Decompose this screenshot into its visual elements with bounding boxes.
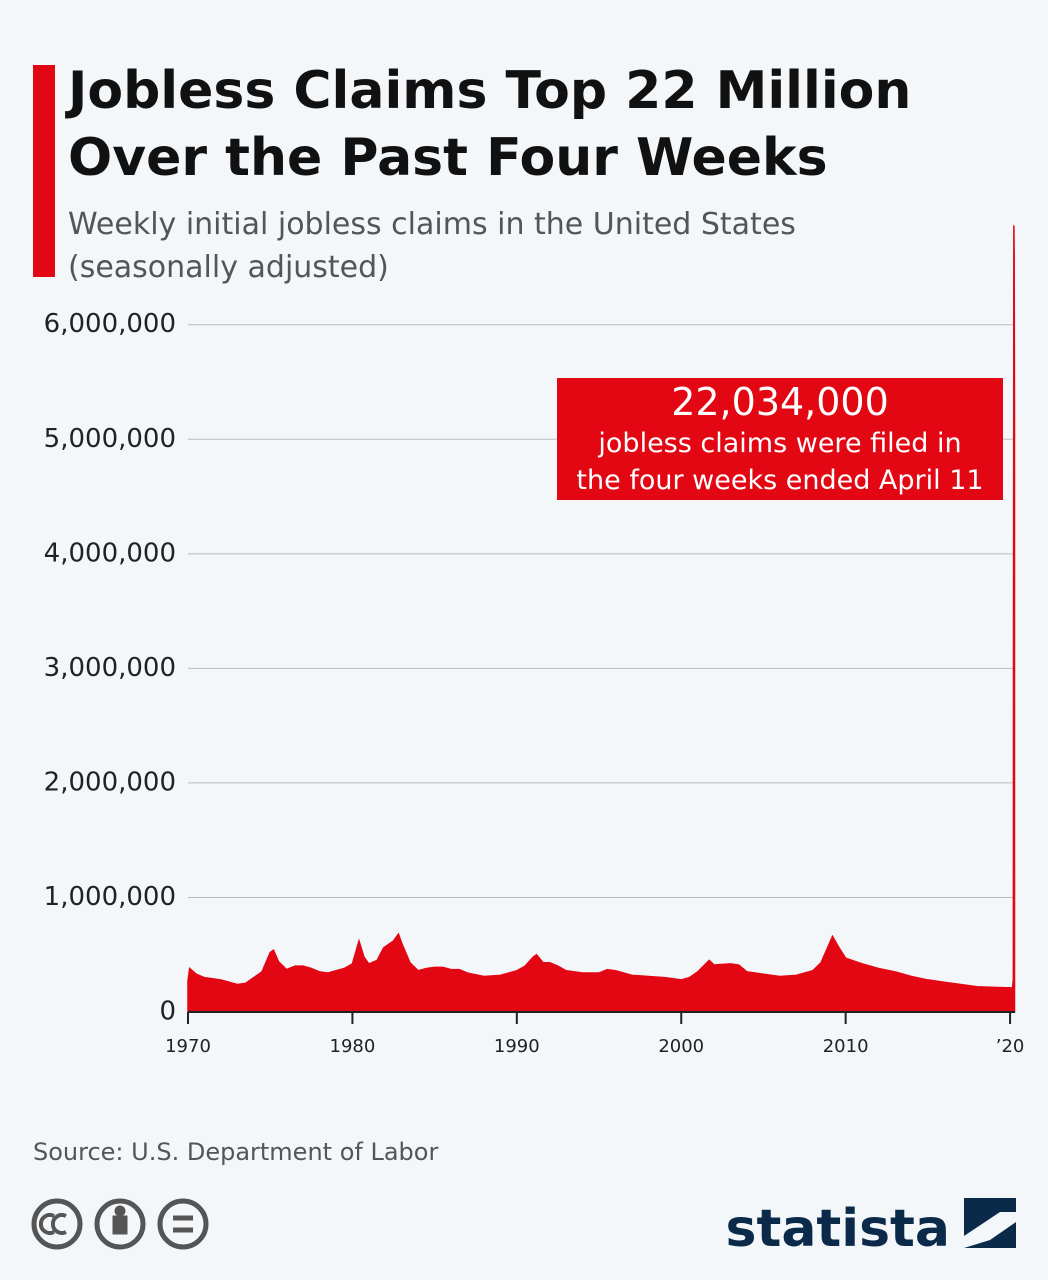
y-tick-label: 3,000,000: [44, 653, 176, 683]
logo: statista: [726, 1199, 950, 1259]
x-tick-label: 2000: [658, 1036, 704, 1057]
chart-title: Jobless Claims Top 22 Million: [65, 61, 911, 121]
x-tick-label: 2010: [823, 1036, 869, 1057]
logo-mark: [964, 1198, 1016, 1248]
chart-subtitle: Weekly initial jobless claims in the Uni…: [68, 207, 796, 242]
x-tick-label: 1970: [165, 1036, 211, 1057]
area: [187, 225, 1016, 1013]
source: Source: U.S. Department of Labor: [33, 1138, 438, 1166]
x-tick-label: 1980: [330, 1036, 376, 1057]
y-tick-label: 4,000,000: [44, 538, 176, 568]
x-tick-label: ’20: [996, 1036, 1025, 1057]
annotation-box: [557, 378, 1003, 500]
y-tick-label: 1,000,000: [44, 882, 176, 912]
plot: 0 1,000,000 2,000,000 3,000,000 4,000,000 5,0…: [44, 225, 1025, 1057]
annotation-text: jobless claims were filed in: [597, 428, 961, 459]
annotation-text: the four weeks ended April 11: [576, 465, 983, 496]
y-tick-label: 0: [159, 997, 176, 1027]
license-icons: [31, 1198, 209, 1250]
y-tick-label: 5,000,000: [44, 424, 176, 454]
x-tick-label: 1990: [494, 1036, 540, 1057]
chart-title: Over the Past Four Weeks: [68, 128, 828, 188]
accent-bar: [33, 65, 55, 277]
y-tick-label: 2,000,000: [44, 767, 176, 797]
annotation-value: 22,034,000: [671, 380, 889, 424]
chart-subtitle: (seasonally adjusted): [68, 250, 389, 285]
y-tick-label: 6,000,000: [44, 309, 176, 339]
